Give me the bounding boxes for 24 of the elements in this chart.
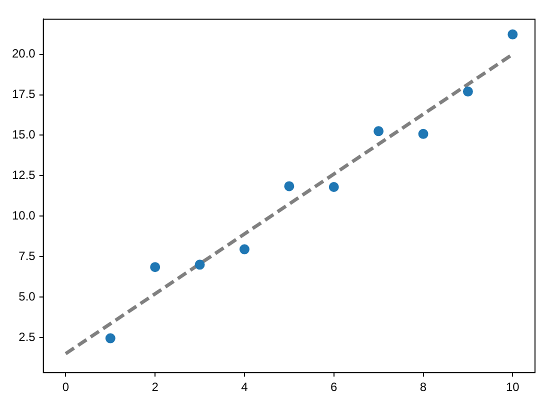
y-tick-label: 10.0 bbox=[12, 208, 36, 222]
point bbox=[105, 333, 116, 344]
y-tick-label: 12.5 bbox=[12, 168, 36, 182]
point bbox=[462, 86, 473, 97]
x-tick-label: 2 bbox=[152, 380, 159, 394]
x-tick-label: 8 bbox=[420, 380, 427, 394]
point bbox=[239, 244, 250, 254]
x-tick-label: 4 bbox=[241, 380, 248, 394]
y-tick-label: 20.0 bbox=[12, 46, 36, 61]
point bbox=[374, 126, 384, 136]
point bbox=[508, 29, 518, 40]
x-tick-label: 0 bbox=[62, 380, 70, 394]
y-tick-label: 5.0 bbox=[18, 289, 36, 304]
x-tick-label: 10 bbox=[506, 380, 520, 394]
point bbox=[194, 260, 205, 270]
y-tick-label: 2.5 bbox=[18, 330, 36, 344]
point bbox=[328, 182, 339, 192]
point bbox=[150, 262, 160, 272]
point bbox=[284, 181, 294, 192]
y-tick-label: 7.5 bbox=[18, 248, 36, 263]
y-tick-label: 17.5 bbox=[12, 87, 36, 102]
x-tick-label: 6 bbox=[330, 380, 338, 394]
y-tick-label: 15.0 bbox=[12, 128, 36, 142]
point bbox=[418, 128, 428, 139]
